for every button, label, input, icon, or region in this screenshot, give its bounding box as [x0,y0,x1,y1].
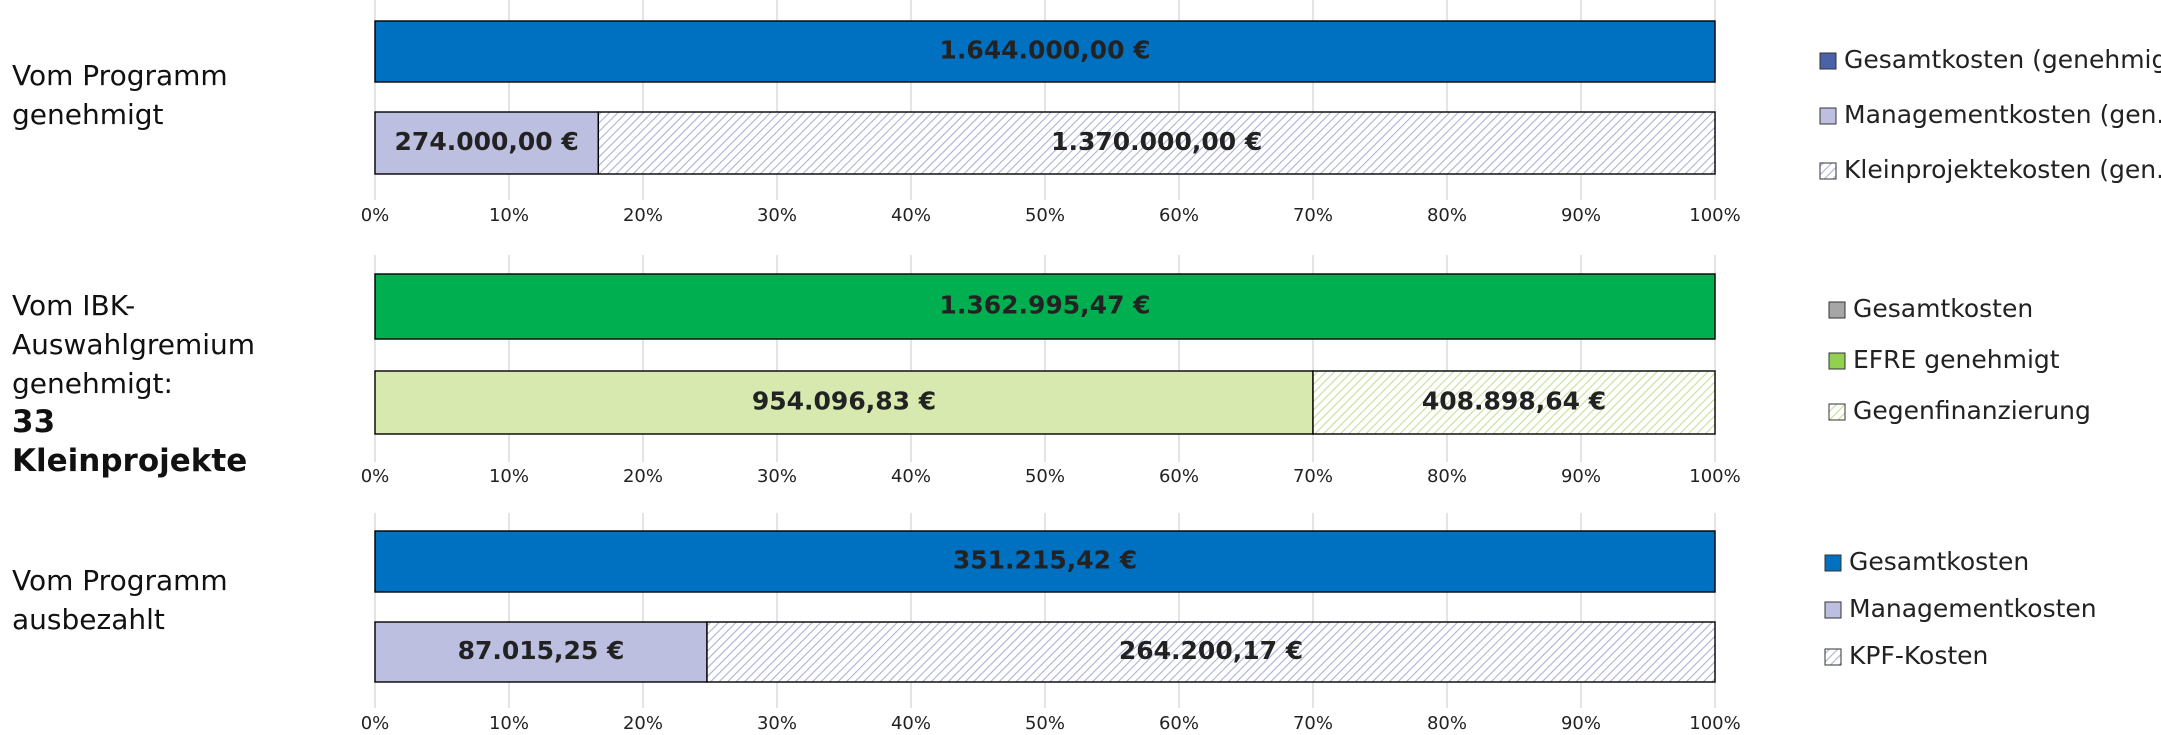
x-tick-label: 70% [1293,205,1333,226]
x-tick-label: 0% [361,205,390,226]
data-label: 274.000,00 € [395,127,579,156]
bar-segment [706,621,1716,683]
chart-title: Vom Programm genehmigt [12,59,228,131]
legend-label: KPF-Kosten [1849,641,1988,670]
bar-segment [597,111,1716,175]
x-tick-label: 0% [361,713,390,734]
legend-swatch [1828,403,1846,421]
data-label: 87.015,25 € [458,636,625,665]
x-tick-label: 100% [1689,466,1740,487]
legend-label: Kleinprojektekosten (gen.) [1844,155,2161,184]
x-tick-label: 40% [891,713,931,734]
bar-segment [1312,370,1716,435]
chart-title: Vom Programm ausbezahlt [12,564,228,636]
x-tick-label: 90% [1561,713,1601,734]
x-tick-label: 40% [891,466,931,487]
data-label: 264.200,17 € [1119,636,1303,665]
sub-chart: 0% 10% 20% 30% 40% 50% 60% 70% 80% 90% 100% 1.644.0… [361,0,2161,226]
x-tick-label: 80% [1427,466,1467,487]
x-tick-label: 100% [1689,713,1740,734]
x-tick-label: 30% [757,713,797,734]
legend-label: Gesamtkosten [1849,547,2029,576]
x-tick-label: 50% [1025,713,1065,734]
x-tick-label: 100% [1689,205,1740,226]
legend-label: Gesamtkosten (genehmigt) [1844,45,2161,74]
data-label: 1.644.000,00 € [939,36,1150,65]
x-tick-label: 20% [623,466,663,487]
x-tick-label: 60% [1159,466,1199,487]
legend-label: Gegenfinanzierung [1853,396,2091,425]
x-tick-label: 90% [1561,205,1601,226]
x-tick-label: 90% [1561,466,1601,487]
legend-label: Managementkosten (gen.) [1844,100,2161,129]
bar-segment [374,530,1716,593]
legend-swatch [1824,648,1842,666]
x-tick-label: 60% [1159,713,1199,734]
chart-title-block: Vom Programm genehmigt [12,56,272,134]
sub-chart: 0% 10% 20% 30% 40% 50% 60% 70% 80% 90% 100% 1.362.9… [361,255,2091,487]
x-tick-label: 50% [1025,205,1065,226]
bar-segment [374,20,1716,83]
legend-swatch [1819,107,1837,125]
legend-swatch [1819,162,1837,180]
x-tick-label: 80% [1427,713,1467,734]
legend-swatch [1828,352,1846,370]
data-label: 351.215,42 € [953,546,1137,575]
chart-title-block: Vom Programm ausbezahlt [12,561,272,639]
data-label: 1.362.995,47 € [939,291,1150,320]
legend-swatch [1824,601,1842,619]
x-tick-label: 30% [757,466,797,487]
bar-segment [374,111,600,175]
x-tick-label: 20% [623,713,663,734]
x-tick-label: 20% [623,205,663,226]
chart-title-block: Vom IBK-Auswahlgremium genehmigt: 33 Klei… [12,286,272,481]
x-tick-label: 60% [1159,205,1199,226]
legend-label: Gesamtkosten [1853,294,2033,323]
bar-segment [374,273,1716,340]
data-label: 408.898,64 € [1422,387,1606,416]
x-tick-label: 50% [1025,466,1065,487]
legend-swatch [1819,52,1837,70]
data-label: 1.370.000,00 € [1051,127,1262,156]
sub-chart: 0% 10% 20% 30% 40% 50% 60% 70% 80% 90% 100% 351.215… [361,513,2097,734]
x-tick-label: 10% [489,466,529,487]
bar-segment [374,621,708,683]
legend-swatch [1828,301,1846,319]
x-tick-label: 30% [757,205,797,226]
bar-segment [374,370,1314,435]
legend-swatch [1824,554,1842,572]
data-label: 954.096,83 € [752,387,936,416]
legend-label: EFRE genehmigt [1853,345,2060,374]
chart-subtitle: 33 Kleinprojekte [12,404,248,479]
x-tick-label: 40% [891,205,931,226]
x-tick-label: 10% [489,713,529,734]
x-tick-label: 80% [1427,205,1467,226]
x-tick-label: 70% [1293,713,1333,734]
x-tick-label: 70% [1293,466,1333,487]
legend-label: Managementkosten [1849,594,2097,623]
x-tick-label: 0% [361,466,390,487]
x-tick-label: 10% [489,205,529,226]
chart-title: Vom IBK-Auswahlgremium genehmigt: [12,289,256,400]
